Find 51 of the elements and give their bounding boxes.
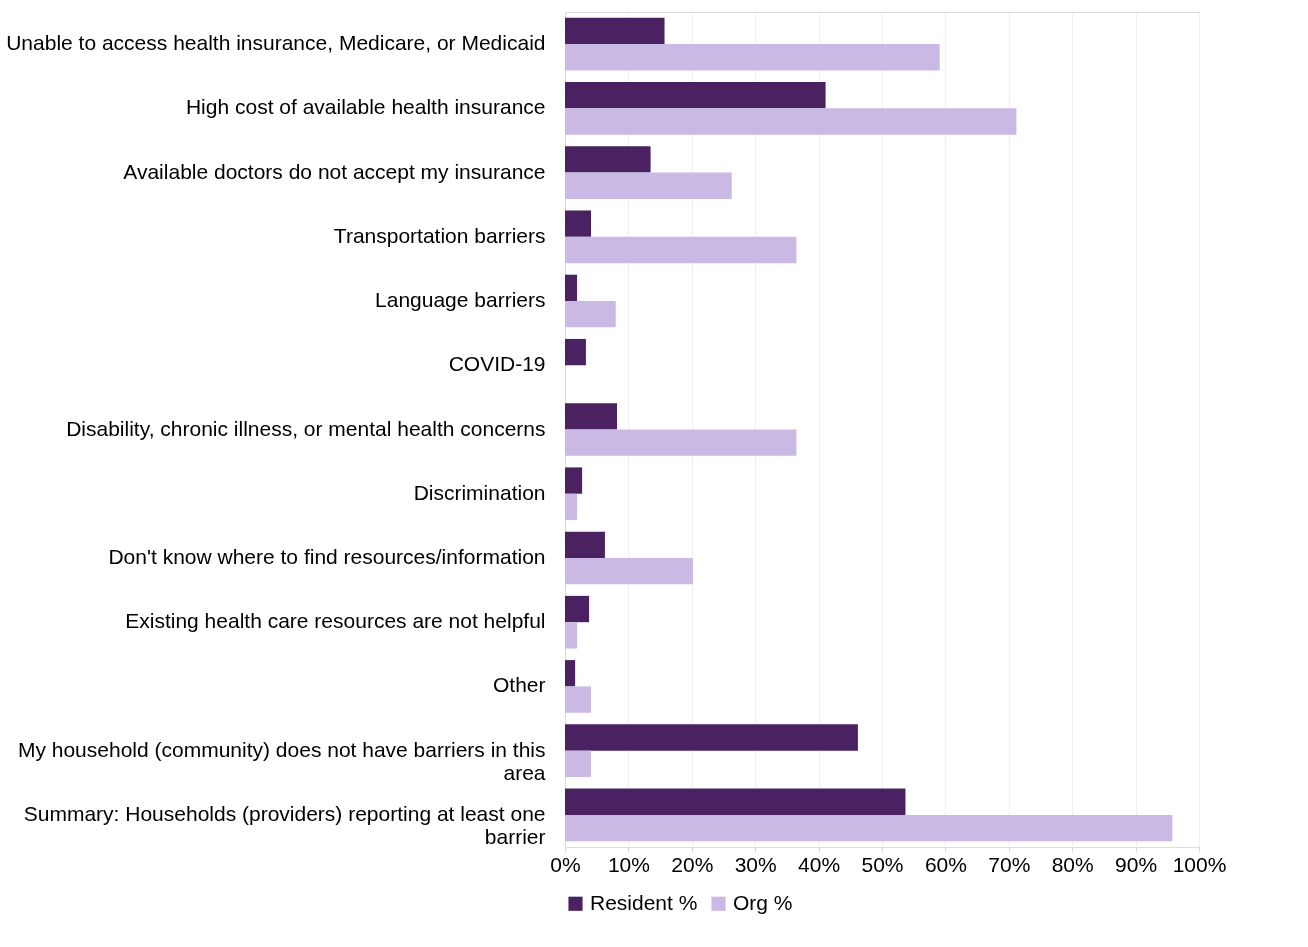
y-tick-label: Unable to access health insurance, Medicare, or Medicaid (6, 31, 546, 55)
x-tick-label: 100% (1172, 852, 1227, 876)
x-tick-label: 70% (988, 852, 1031, 876)
y-tick-label: High cost of available health insurance (185, 95, 546, 119)
bar (565, 146, 651, 173)
bar (565, 44, 940, 71)
x-tick-label: 0% (550, 852, 581, 876)
bar (565, 750, 591, 777)
bar (565, 172, 732, 199)
x-tick-label: 60% (924, 852, 967, 876)
bar (565, 429, 797, 456)
bar (565, 493, 578, 521)
bar (565, 17, 665, 45)
y-tick-label: COVID-19 (448, 352, 546, 376)
x-tick-label: 90% (1115, 852, 1158, 876)
legend-label: Org % (733, 890, 793, 914)
bar (565, 236, 797, 264)
bar (565, 274, 578, 302)
bar (565, 814, 1173, 842)
x-tick-label: 80% (1051, 852, 1094, 876)
bar (565, 82, 826, 109)
y-tick-label: Existing health care resources are not helpful (125, 609, 546, 633)
y-tick-label: Disability, chronic illness, or mental health concerns (66, 416, 546, 440)
x-tick-label: 10% (607, 852, 650, 876)
bar (565, 301, 616, 328)
bar (565, 660, 576, 687)
x-tick-label: 20% (671, 852, 714, 876)
bar (565, 788, 906, 815)
y-tick-label: Summary: Households (providers) reporting at least one barrier (23, 801, 546, 848)
y-tick-label: Don't know where to find resources/information (108, 544, 546, 568)
x-tick-label: 50% (861, 852, 904, 876)
bar (565, 622, 578, 649)
legend-label: Resident % (590, 890, 698, 914)
bar (565, 686, 591, 713)
y-tick-label: Discrimination (413, 480, 546, 504)
x-tick-label: 30% (734, 852, 777, 876)
x-tick-label: 40% (798, 852, 841, 876)
bar (565, 108, 1017, 135)
bar (565, 531, 605, 558)
y-tick-label: Other (492, 673, 546, 697)
bar (565, 595, 590, 623)
bar (565, 467, 583, 494)
y-tick-label: Transportation barriers (333, 223, 546, 247)
bar (565, 724, 858, 751)
bar (565, 403, 617, 430)
bar (565, 210, 591, 237)
bar (565, 338, 586, 366)
y-tick-label: Available doctors do not accept my insurance (123, 159, 546, 183)
bar (565, 557, 694, 585)
y-tick-label: My household (community) does not have barriers in this area (17, 737, 546, 784)
y-tick-label: Language barriers (375, 288, 546, 312)
